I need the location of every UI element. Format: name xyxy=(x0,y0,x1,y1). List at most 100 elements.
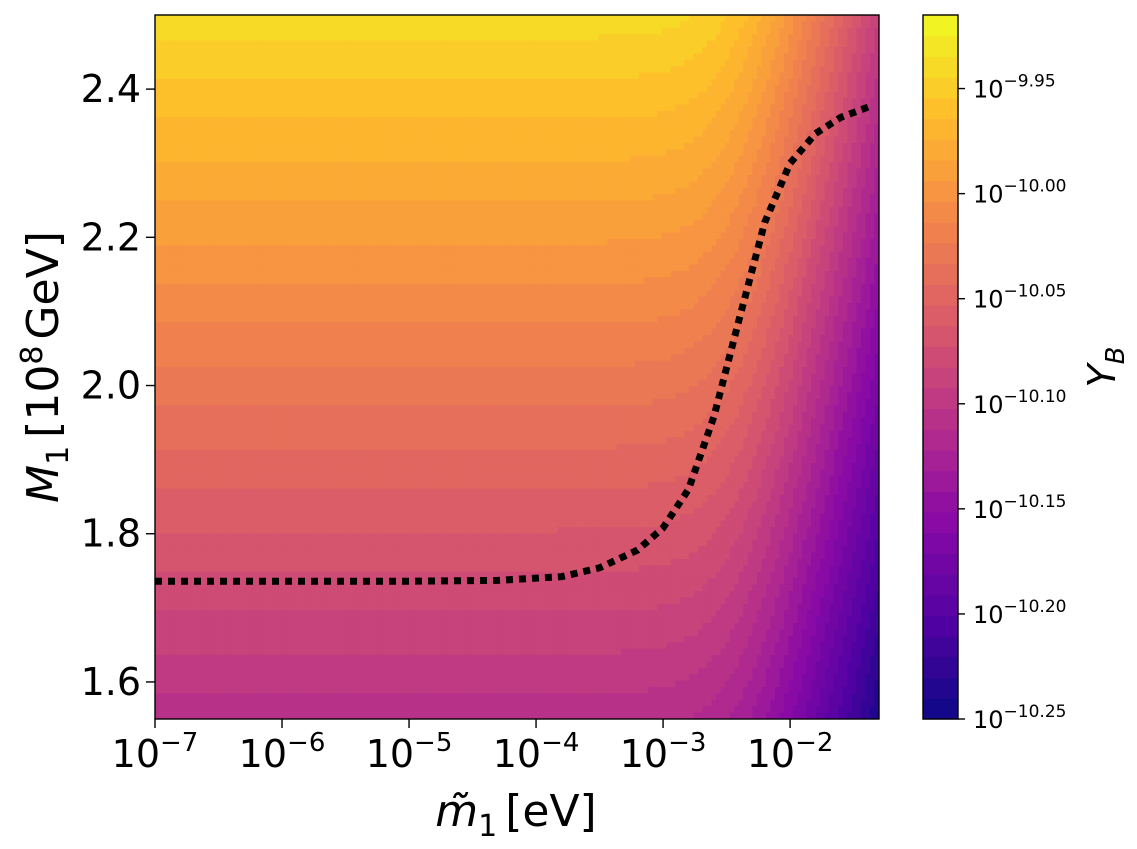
contour-cell xyxy=(471,207,477,214)
contour-cell xyxy=(666,117,672,125)
contour-cell xyxy=(720,136,726,144)
contour-cell xyxy=(326,117,333,125)
contour-cell xyxy=(774,207,781,214)
contour-cell xyxy=(661,79,667,86)
contour-cell xyxy=(860,168,867,176)
contour-cell xyxy=(155,27,161,35)
contour-cell xyxy=(354,155,360,163)
contour-cell xyxy=(317,15,324,22)
contour-cell xyxy=(376,175,382,182)
contour-cell xyxy=(263,117,269,125)
contour-cell xyxy=(806,162,812,170)
contour-cell xyxy=(421,40,428,48)
contour-cell xyxy=(756,111,762,118)
contour-cell xyxy=(272,194,278,202)
contour-cell xyxy=(584,130,591,138)
contour-cell xyxy=(738,149,744,157)
contour-cell xyxy=(621,155,627,163)
contour-cell xyxy=(254,136,260,144)
contour-cell xyxy=(788,79,794,86)
contour-cell xyxy=(765,181,772,189)
contour-cell xyxy=(688,136,695,144)
contour-cell xyxy=(394,104,400,112)
contour-cell xyxy=(245,213,251,221)
contour-cell xyxy=(209,72,215,80)
contour-cell xyxy=(345,187,351,195)
contour-cell xyxy=(480,194,486,202)
contour-cell xyxy=(829,149,835,157)
contour-cell xyxy=(851,53,857,61)
contour-cell xyxy=(734,98,740,106)
contour-cell xyxy=(874,98,879,106)
contour-cell xyxy=(688,21,695,29)
contour-cell xyxy=(471,149,477,157)
contour-cell xyxy=(707,53,713,61)
contour-cell xyxy=(720,15,726,22)
contour-cell xyxy=(250,149,256,157)
contour-cell xyxy=(182,130,188,138)
contour-cell xyxy=(209,85,215,93)
contour-cell xyxy=(562,149,568,157)
contour-cell xyxy=(155,72,161,80)
contour-cell xyxy=(295,123,301,131)
contour-cell xyxy=(213,194,219,202)
contour-cell xyxy=(272,187,278,195)
contour-cell xyxy=(566,47,572,54)
contour-cell xyxy=(245,168,251,176)
contour-cell xyxy=(281,66,287,74)
contour-cell xyxy=(557,104,563,112)
contour-cell xyxy=(408,85,414,93)
contour-cell xyxy=(435,130,441,138)
contour-cell xyxy=(272,130,278,138)
contour-cell xyxy=(349,66,355,74)
contour-cell xyxy=(349,104,355,112)
contour-cell xyxy=(385,155,391,163)
contour-cell xyxy=(412,53,419,61)
contour-cell xyxy=(535,47,541,54)
contour-cell xyxy=(453,111,459,118)
contour-cell xyxy=(331,47,337,54)
contour-cell xyxy=(842,85,848,93)
contour-cell xyxy=(277,104,283,112)
contour-cell xyxy=(779,34,785,42)
contour-cell xyxy=(688,79,695,86)
contour-cell xyxy=(313,187,319,195)
contour-cell xyxy=(186,117,192,125)
contour-cell xyxy=(195,130,201,138)
contour-cell xyxy=(616,34,622,42)
contour-cell xyxy=(195,111,201,118)
contour-cell xyxy=(345,117,351,125)
contour-cell xyxy=(268,117,274,125)
contour-cell xyxy=(747,79,753,86)
contour-cell xyxy=(634,155,640,163)
contour-cell xyxy=(702,162,708,170)
contour-cell xyxy=(168,155,174,163)
contour-cell xyxy=(186,207,192,214)
contour-cell xyxy=(390,194,396,202)
contour-cell xyxy=(539,85,545,93)
contour-cell xyxy=(820,187,826,195)
contour-cell xyxy=(702,123,708,131)
contour-cell xyxy=(811,207,817,214)
contour-cell xyxy=(707,27,713,35)
contour-cell xyxy=(675,34,681,42)
contour-cell xyxy=(191,117,197,125)
contour-cell xyxy=(860,72,867,80)
contour-cell xyxy=(616,111,622,118)
contour-cell xyxy=(725,59,731,67)
contour-cell xyxy=(453,136,459,144)
contour-cell xyxy=(734,34,740,42)
contour-cell xyxy=(657,130,663,138)
contour-cell xyxy=(435,40,441,48)
contour-cell xyxy=(317,136,324,144)
contour-cell xyxy=(657,66,663,74)
contour-cell xyxy=(765,155,772,163)
contour-cell xyxy=(313,155,319,163)
contour-cell xyxy=(571,168,577,176)
contour-cell xyxy=(779,155,785,163)
contour-cell xyxy=(630,98,636,106)
contour-cell xyxy=(173,123,179,131)
contour-cell xyxy=(607,91,613,99)
contour-cell xyxy=(797,79,803,86)
contour-cell xyxy=(643,155,649,163)
